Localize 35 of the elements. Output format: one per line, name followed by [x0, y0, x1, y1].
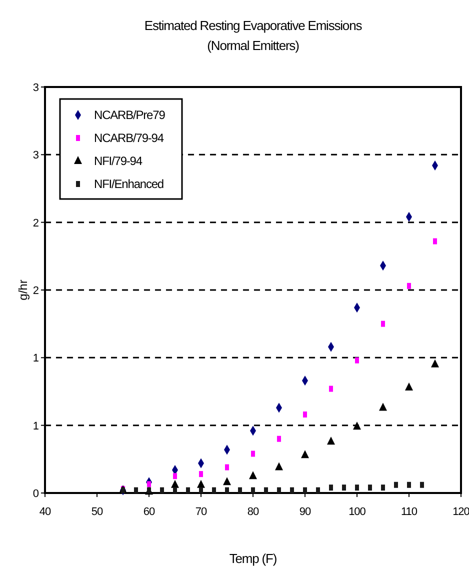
- legend-label: NFI/Enhanced: [94, 177, 164, 191]
- chart-subtitle: (Normal Emitters): [207, 38, 300, 53]
- legend-label: NCARB/Pre79: [94, 108, 166, 122]
- point: [197, 480, 205, 488]
- x-tick-label: 110: [400, 506, 418, 518]
- point: [301, 450, 309, 458]
- y-tick-label: 2: [32, 217, 39, 230]
- x-tick-label: 80: [247, 506, 259, 518]
- y-axis-title: g/hr: [16, 280, 30, 300]
- y-tick-label: 3: [32, 150, 39, 162]
- point: [223, 477, 231, 486]
- x-tick-label: 60: [143, 506, 155, 518]
- x-tick-label: 120: [452, 506, 469, 518]
- y-tick-label: 2: [32, 285, 39, 297]
- y-tick-label: 1: [32, 352, 39, 365]
- point: [431, 359, 439, 368]
- legend-label: NFI/79-94: [94, 154, 143, 168]
- x-tick-label: 100: [348, 506, 366, 518]
- chart-title: Estimated Resting Evaporative Emissions: [144, 18, 363, 33]
- x-tick-label: 40: [39, 506, 51, 518]
- y-tick-label: 1: [32, 420, 39, 432]
- point: [379, 402, 387, 411]
- x-tick-label: 50: [91, 506, 103, 518]
- point: [353, 422, 361, 430]
- point: [275, 462, 283, 470]
- point: [249, 471, 257, 480]
- legend-label: NCARB/79-94: [94, 131, 164, 145]
- y-tick-label: 0: [32, 488, 39, 500]
- x-tick-label: 90: [299, 506, 311, 518]
- point: [171, 480, 179, 488]
- x-axis-title: Temp (F): [229, 551, 277, 566]
- x-tick-label: 70: [195, 506, 207, 518]
- point: [405, 382, 413, 390]
- y-tick-label: 3: [32, 82, 39, 94]
- point: [327, 436, 335, 445]
